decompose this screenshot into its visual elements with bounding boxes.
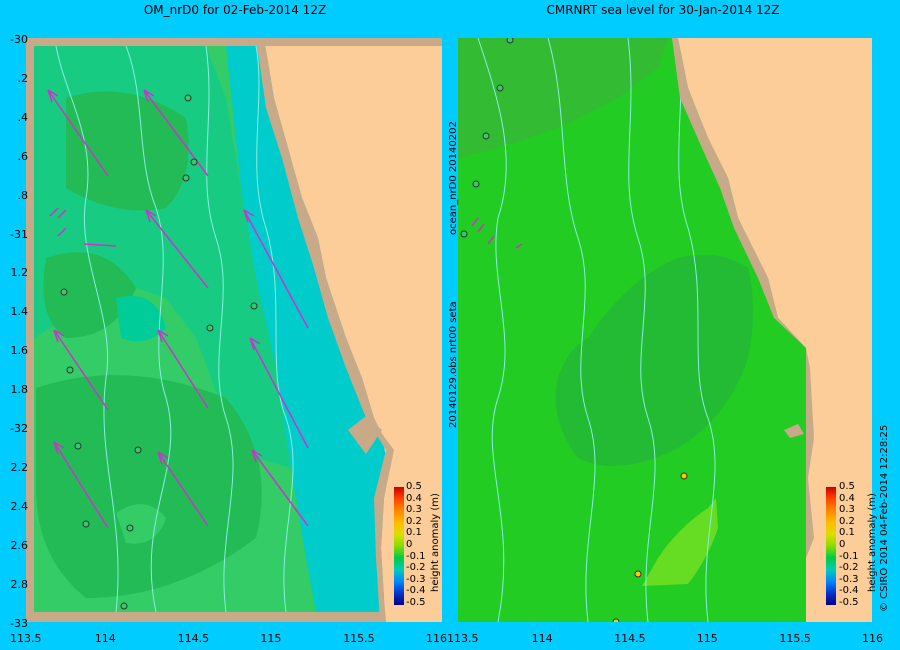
- left-map-panel[interactable]: [26, 38, 442, 622]
- x-tick-label: 115.5: [343, 632, 375, 645]
- y-tick-label: .8: [17, 188, 29, 202]
- y-tick-label: .6: [17, 149, 29, 163]
- y-tick-label: 1.8: [10, 383, 29, 397]
- y-tick-label: 1.6: [10, 344, 29, 358]
- y-tick-label: 2.6: [10, 538, 29, 552]
- colorbar-tick: 0.5: [839, 481, 855, 492]
- right-map-panel[interactable]: [458, 38, 872, 622]
- observation-points: [60, 94, 258, 610]
- negative-anomaly-north: [458, 38, 668, 158]
- colorbar-tick: -0.2: [839, 562, 859, 574]
- x-tick-label: 116: [862, 632, 883, 645]
- coastline: [256, 38, 394, 622]
- y-tick-label: .4: [17, 110, 29, 124]
- y-tick-label: 1.2: [10, 266, 29, 280]
- bathymetry-contours: [477, 38, 716, 622]
- teal-eddy: [116, 296, 166, 342]
- coastline: [672, 38, 814, 558]
- colorbar-tick: 0.2: [406, 515, 422, 527]
- x-tick-label: 114: [94, 632, 116, 645]
- green-eddy-south: [36, 375, 262, 598]
- map-left-border: [26, 38, 34, 622]
- model-run-label: ocean_nrD0 20140202: [448, 121, 459, 235]
- right-map-title: CMRNRT sea level for 30-Jan-2014 12Z: [546, 3, 780, 17]
- colorbar-tick: 0: [406, 539, 413, 550]
- observation-points: [460, 38, 514, 238]
- y-tick-label: -31: [10, 227, 28, 241]
- colorbar-tick: 0.4: [839, 492, 855, 504]
- y-tick-label: -30: [10, 33, 28, 46]
- current-arrows: [471, 217, 523, 249]
- x-tick-label: 113.5: [10, 632, 42, 645]
- colorbar-left: [394, 487, 404, 605]
- y-tick-label: 2.8: [10, 577, 29, 591]
- x-tick-label: 115: [260, 632, 282, 645]
- land-mass: [678, 38, 872, 622]
- x-tick-label: 116: [426, 632, 447, 645]
- colorbar-tick: -0.5: [839, 597, 859, 608]
- coastal-low-anomaly: [226, 46, 386, 612]
- negative-anomaly-center: [555, 254, 753, 466]
- bathymetry-contours: [55, 45, 294, 613]
- colorbar-tick: 0.5: [406, 481, 422, 492]
- x-tick-label: 115: [696, 632, 718, 645]
- x-tick-label: 114.5: [614, 632, 646, 645]
- y-tick-label: -33: [10, 616, 28, 630]
- colorbar-right: [826, 487, 836, 605]
- current-arrows: [47, 89, 309, 529]
- colorbar-tick: 0.1: [839, 527, 855, 539]
- y-tick-label: 1.4: [10, 305, 29, 319]
- colorbar-tick: 0.2: [839, 515, 855, 527]
- left-map-title: OM_nrD0 for 02-Feb-2014 12Z: [143, 3, 327, 17]
- colorbar-tick: -0.5: [406, 597, 426, 608]
- x-tick-label: 115.5: [779, 632, 811, 645]
- y-tick-label: 2.4: [10, 499, 29, 513]
- colorbar-title-left: height anomaly (m): [430, 493, 441, 592]
- colorbar-tick: 0.3: [839, 504, 855, 516]
- colorbar-tick: -0.1: [839, 550, 859, 562]
- positive-anomaly-south: [642, 498, 718, 586]
- map-bottom-border: [26, 612, 384, 622]
- colorbar-tick: 0.3: [406, 504, 422, 516]
- map-top-border: [26, 38, 442, 46]
- colorbar-tick: 0: [839, 539, 846, 550]
- colorbar-tick: -0.3: [406, 573, 426, 585]
- copyright-label: © CSIRO 2014 04-Feb-2014 12:28:25: [879, 424, 890, 612]
- green-eddy-mid: [43, 252, 136, 338]
- colorbar-tick: 0.4: [406, 492, 422, 504]
- x-tick-label: 113.5: [447, 632, 479, 645]
- positive-observation-points: [612, 472, 688, 622]
- y-tick-label: 2.2: [10, 460, 29, 474]
- x-tick-label: 114: [531, 632, 553, 645]
- island: [348, 416, 382, 454]
- colorbar-tick: -0.4: [406, 585, 426, 597]
- green-eddy-north: [66, 91, 189, 211]
- colorbar-tick: -0.3: [839, 573, 859, 585]
- left-map-svg: [26, 38, 442, 622]
- colorbar-tick: -0.4: [839, 585, 859, 597]
- colorbar-title-right: height anomaly (m): [867, 493, 878, 592]
- x-tick-label: 114.5: [177, 632, 210, 645]
- colorbar-tick: -0.2: [406, 562, 426, 574]
- island: [784, 424, 804, 438]
- colorbar-tick: -0.1: [406, 550, 426, 562]
- land-mass: [264, 38, 442, 622]
- y-tick-label: .2: [17, 71, 29, 85]
- right-map-svg: [458, 38, 872, 622]
- y-tick-label: -32: [10, 422, 28, 435]
- obs-run-label: 20140129.obs nrt00 seta: [448, 301, 459, 428]
- colorbar-tick: 0.1: [406, 527, 422, 539]
